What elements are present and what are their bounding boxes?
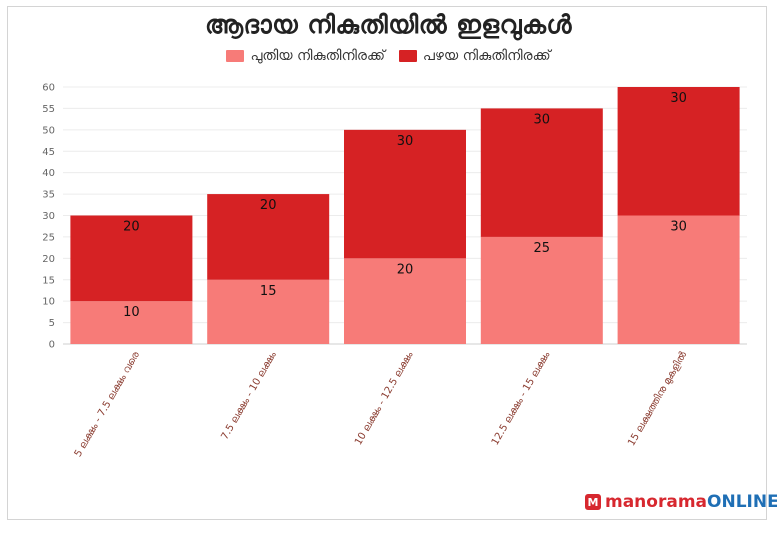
bar-new-rate [70,301,193,344]
x-tick-label: 7.5 ലക്ഷം - 10 ലക്ഷം [219,349,279,442]
legend-item-new-rate[interactable]: പുതിയ നികുതിനിരക്ക് [226,48,385,64]
y-tick-label: 15 [42,275,55,286]
data-label: 20 [397,262,414,277]
data-label: 20 [260,198,277,213]
legend-swatch-new-rate [226,50,245,62]
bar-new-rate [480,236,603,344]
y-tick-label: 50 [42,125,55,136]
bar-old-rate [70,215,193,302]
y-tick-label: 5 [49,318,55,329]
y-tick-label: 55 [42,104,55,115]
legend-item-old-rate[interactable]: പഴയ നികുതിനിരക്ക് [398,48,551,64]
data-label: 30 [670,220,687,235]
x-tick-label: 5 ലക്ഷം - 7.5 ലക്ഷം വരെ [73,349,143,459]
y-tick-label: 30 [42,211,55,222]
x-tick-label: 15 ലക്ഷത്തിനു മുകളിൽ [625,349,689,448]
logo-name-suffix: ONLINE [707,492,777,512]
y-tick-label: 0 [49,340,55,351]
legend-swatch-old-rate [398,50,417,62]
y-tick-label: 45 [42,147,55,158]
logo-name-main: manorama [605,492,708,512]
data-label: 15 [260,284,277,299]
y-tick-label: 40 [42,168,55,179]
y-tick-label: 60 [42,83,55,94]
bar-old-rate [617,87,740,216]
data-label: 10 [123,305,140,320]
data-label: 30 [670,91,687,106]
bar-new-rate [207,279,330,344]
manorama-online-logo: M manorama ONLINE [585,492,777,512]
data-label: 25 [534,241,551,256]
y-tick-label: 25 [42,232,55,243]
data-label: 20 [123,220,140,235]
legend-label-old-rate: പഴയ നികുതിനിരക്ക് [422,48,551,64]
logo-badge-icon: M [585,494,601,510]
y-tick-label: 10 [42,297,55,308]
bar-old-rate [480,108,603,237]
y-tick-label: 35 [42,190,55,201]
chart-legend: പുതിയ നികുതിനിരക്ക് പഴയ നികുതിനിരക്ക് [0,48,777,64]
bar-old-rate [344,129,466,259]
bar-new-rate [344,258,466,344]
data-label: 30 [534,112,551,127]
x-tick-label: 12.5 ലക്ഷം - 15 ലക്ഷം [490,349,553,447]
chart-title: ആദായ നികുതിയിൽ ഇളവുകൾ [204,10,573,39]
legend-label-new-rate: പുതിയ നികുതിനിരക്ക് [250,48,385,64]
y-tick-label: 20 [42,254,55,265]
data-label: 30 [397,134,414,149]
bar-old-rate [207,194,330,280]
x-tick-label: 10 ലക്ഷം - 12.5 ലക്ഷം [353,349,416,447]
bar-new-rate [617,215,740,344]
